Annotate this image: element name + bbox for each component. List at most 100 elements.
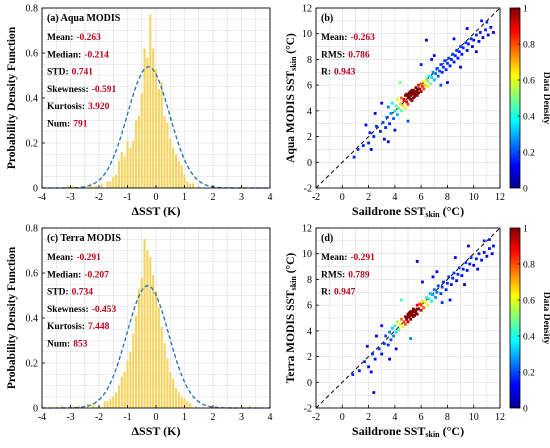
- scatter-point: [438, 69, 441, 73]
- scatter-point: [449, 283, 453, 286]
- scatter-point: [449, 58, 453, 61]
- stat-value: -0.214: [84, 50, 109, 60]
- scatter-point: [415, 94, 419, 97]
- stat-value: -0.291: [350, 253, 375, 263]
- histogram-bar: [120, 376, 123, 408]
- y-tick-label: 8: [307, 55, 312, 66]
- scatter-point: [480, 19, 483, 23]
- colorbar: 0 0.2 0.4 0.6 0.8 1 Data Density: [509, 5, 550, 195]
- histogram-bar: [177, 392, 180, 408]
- scatter-point: [471, 45, 474, 48]
- colorbar-gradient: [509, 7, 521, 189]
- scatter-point: [472, 38, 476, 42]
- scatter-point: [482, 239, 486, 243]
- y-tick-label: 0.2: [26, 359, 39, 370]
- scatter-point: [469, 37, 473, 41]
- scatter-point: [396, 113, 399, 117]
- y-axis-label: Aqua MODIS SSTskin (°C): [285, 33, 298, 163]
- scatter-point: [406, 103, 410, 106]
- scatter-point: [400, 109, 403, 113]
- x-tick-label: 4: [392, 412, 397, 423]
- scatter-point: [432, 288, 436, 292]
- y-tick-label: 4: [307, 326, 312, 337]
- stat-line: Num: 853: [47, 340, 88, 350]
- scatter-point: [363, 360, 367, 364]
- scatter-point: [478, 31, 482, 34]
- scatter-point: [430, 299, 434, 303]
- scatter-point: [409, 94, 413, 97]
- scatter-point: [488, 238, 491, 241]
- scatter-point: [414, 90, 418, 93]
- scatter-point: [439, 292, 443, 295]
- scatter-point: [403, 106, 407, 110]
- histogram-bar: [194, 405, 197, 408]
- histogram-bar: [189, 403, 192, 408]
- scatter-point: [485, 254, 489, 258]
- scatter-point: [421, 299, 424, 303]
- x-tick-label: 2: [366, 412, 371, 423]
- x-tick-label: 4: [268, 412, 273, 423]
- scatter-point: [434, 72, 437, 75]
- scatter-point: [442, 65, 445, 69]
- histogram-bar: [157, 306, 160, 408]
- x-axis-label-subscript: skin: [425, 210, 440, 219]
- scatter-point: [477, 252, 481, 256]
- scatter-point: [490, 252, 494, 256]
- colorbar-tick-label: 0: [523, 405, 528, 415]
- scatter-point: [409, 337, 413, 340]
- x-axis-label: Saildrone SSTskin (°C): [352, 204, 464, 219]
- scatter-point: [413, 95, 416, 99]
- stat-label: Median:: [47, 50, 81, 60]
- scatter-point: [417, 91, 420, 95]
- scatter-point: [386, 140, 390, 144]
- histogram-bar: [60, 405, 63, 408]
- histogram-bar: [123, 372, 126, 408]
- histogram-bar: [120, 152, 123, 188]
- stat-label: Skewness:: [47, 85, 89, 95]
- x-axis-label-unit: (°C): [440, 424, 464, 438]
- stat-label: Num:: [47, 340, 70, 350]
- scatter-point: [446, 81, 449, 84]
- x-tick-label: 8: [445, 412, 450, 423]
- scatter-point: [356, 148, 360, 151]
- histogram-bar: [72, 185, 75, 188]
- stat-value: 853: [73, 340, 88, 350]
- x-axis-label: ΔSST (K): [132, 204, 181, 218]
- y-tick-label: 12: [302, 4, 312, 15]
- histogram-bar: [249, 405, 252, 408]
- stat-value: 0.734: [72, 288, 94, 298]
- scatter-point: [423, 83, 427, 87]
- scatter-point: [392, 334, 395, 338]
- histogram-bar: [183, 174, 186, 188]
- stat-line: Median: -0.214: [47, 50, 109, 60]
- scatter-point: [440, 301, 444, 304]
- scatter-point: [380, 324, 384, 328]
- y-tick-label: 0.2: [26, 139, 39, 150]
- x-tick-label: 1: [182, 192, 187, 203]
- scatter-point: [440, 285, 444, 289]
- scatter-point: [390, 326, 394, 330]
- histogram-bar: [154, 68, 158, 188]
- scatter-point: [384, 334, 388, 338]
- stat-label: Kurtosis:: [47, 102, 85, 112]
- stat-line: Mean: -0.263: [47, 33, 101, 43]
- x-tick-label: 4: [268, 192, 273, 203]
- histogram-bar: [157, 89, 160, 188]
- scatter-point: [369, 148, 373, 151]
- scatter-point: [372, 135, 376, 138]
- scatter-point: [419, 63, 423, 66]
- scatter-point: [401, 325, 405, 329]
- stat-value: 0.789: [348, 270, 370, 280]
- colorbar-label: Data Density: [541, 292, 550, 345]
- scatter-point: [394, 347, 398, 351]
- scatter-point: [396, 97, 399, 101]
- stat-line: Mean: -0.291: [47, 253, 101, 263]
- scatter-point: [447, 56, 451, 60]
- histogram-bar: [174, 154, 177, 188]
- scatter-point: [486, 33, 490, 37]
- scatter-point: [488, 247, 491, 250]
- y-tick-label: -2: [304, 404, 312, 415]
- scatter-point: [379, 130, 382, 133]
- x-tick-label: 3: [239, 192, 244, 203]
- histogram-bar: [137, 116, 140, 188]
